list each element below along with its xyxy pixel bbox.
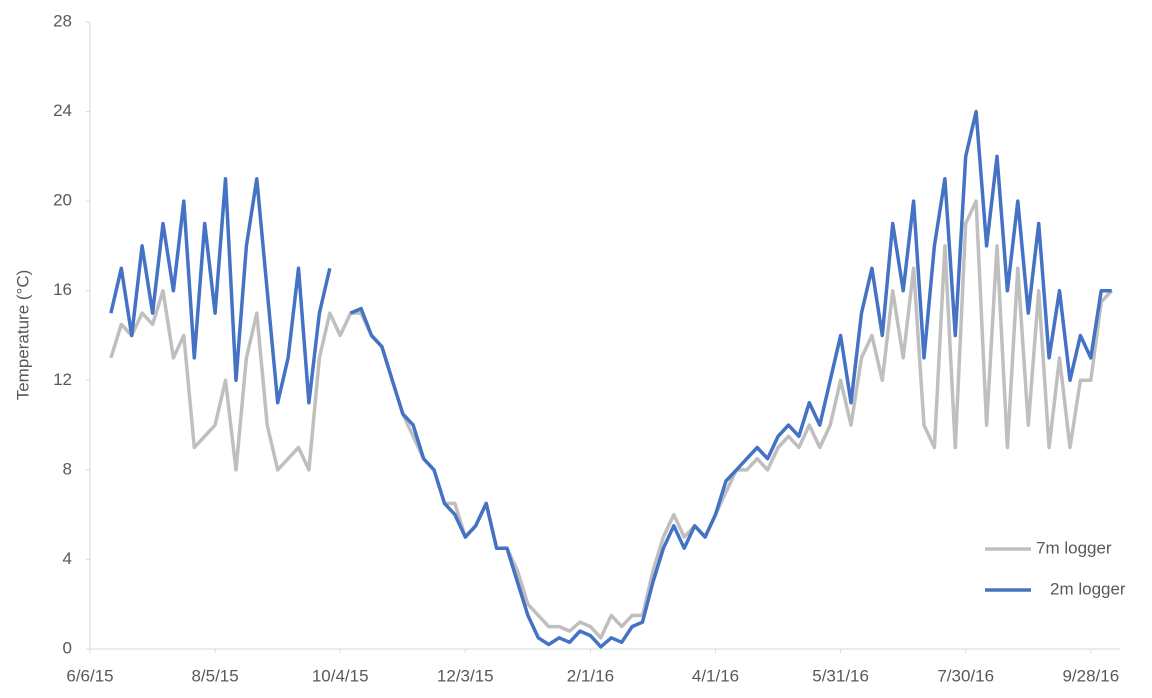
x-tick-label: 9/28/16 [1062, 666, 1119, 685]
x-tick-label: 10/4/15 [312, 666, 369, 685]
y-tick-label: 28 [53, 11, 72, 30]
x-tick-label: 7/30/16 [937, 666, 994, 685]
x-tick-label: 4/1/16 [692, 666, 739, 685]
y-tick-label: 16 [53, 280, 72, 299]
y-tick-label: 24 [53, 101, 72, 120]
x-tick-label: 2/1/16 [567, 666, 614, 685]
x-tick-label: 8/5/15 [191, 666, 238, 685]
y-tick-label: 20 [53, 191, 72, 210]
series-line [109, 199, 1113, 640]
x-tick-label: 6/6/15 [66, 666, 113, 685]
legend-label: 2m logger [1050, 579, 1126, 598]
series-line [109, 109, 1112, 649]
x-tick-label: 5/31/16 [812, 666, 869, 685]
y-tick-label: 8 [63, 459, 72, 478]
y-tick-label: 12 [53, 370, 72, 389]
y-tick-label: 0 [63, 638, 72, 657]
y-tick-label: 4 [63, 549, 72, 568]
y-axis-label: Temperature (°C) [13, 270, 32, 401]
legend-label: 7m logger [1036, 538, 1112, 557]
x-tick-label: 12/3/15 [437, 666, 494, 685]
